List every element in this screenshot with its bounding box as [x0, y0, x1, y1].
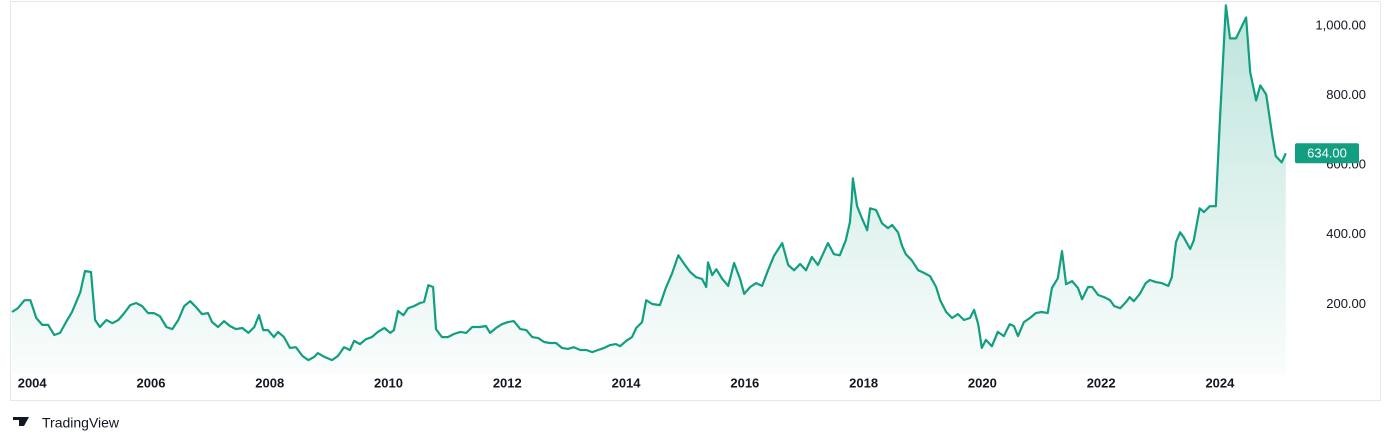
- frame: [10, 1, 1381, 401]
- x-tick-label: 2004: [18, 375, 48, 390]
- x-tick-label: 2016: [730, 375, 759, 390]
- y-tick-label: 400.00: [1326, 226, 1366, 241]
- y-tick-label: 1,000.00: [1315, 17, 1366, 32]
- brand: TradingView: [42, 415, 120, 431]
- x-tick-label: 2024: [1205, 375, 1235, 390]
- x-tick-label: 2022: [1087, 375, 1116, 390]
- line: [11, 4, 1287, 362]
- x-tick-label: 2014: [612, 375, 642, 390]
- last-price-tag: [1295, 143, 1359, 164]
- last-price-label: 634.00: [1307, 146, 1347, 161]
- x-tick-label: 2010: [374, 375, 403, 390]
- x-tick-label: 2008: [255, 375, 284, 390]
- x-tick-label: 2020: [968, 375, 997, 390]
- y-tick-label: 800.00: [1326, 87, 1366, 102]
- brand-logo: [13, 417, 29, 426]
- x-tick-label: 2012: [493, 375, 522, 390]
- x-tick-label: 2006: [137, 375, 166, 390]
- x-tick-label: 2018: [849, 375, 878, 390]
- area: [12, 5, 1286, 375]
- y-tick-label: 200.00: [1326, 296, 1366, 311]
